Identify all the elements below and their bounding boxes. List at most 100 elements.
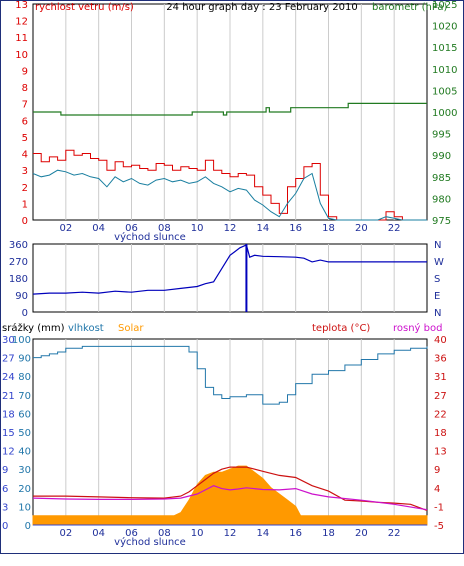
hour-tick-label: 18 (322, 223, 335, 234)
temperature-tick-label: 4 (434, 484, 440, 495)
wind-tick-label: 6 (22, 116, 28, 127)
humidity-tick-label: 20 (18, 484, 31, 495)
compass-label: N (434, 240, 441, 251)
temperature-tick-label: -1 (434, 502, 444, 513)
hour-tick-label: 06 (125, 528, 138, 539)
rain-tick-label: 24 (2, 372, 15, 383)
wind-tick-label: 3 (22, 166, 28, 177)
chart-title: 24 hour graph day : 23 February 2010 (166, 2, 357, 13)
hour-tick-label: 22 (388, 528, 401, 539)
hour-tick-label: 14 (256, 223, 269, 234)
wind-tick-label: 11 (15, 33, 28, 44)
pressure-tick-label: 980 (432, 194, 451, 205)
direction-series (32, 244, 427, 312)
compass-label: W (434, 257, 444, 268)
temperature-tick-label: 22 (434, 409, 447, 420)
rain-tick-label: 0 (2, 521, 8, 532)
hour-tick-label: 16 (289, 223, 302, 234)
temperature-tick-label: 40 (434, 335, 447, 346)
pressure-tick-label: 975 (432, 216, 451, 227)
legend-dewpoint: rosný bod (393, 322, 442, 334)
temperature-tick-label: 9 (434, 465, 440, 476)
wind-gust-line (33, 149, 427, 221)
hour-tick-label: 10 (191, 223, 204, 234)
wind-tick-label: 10 (15, 50, 28, 61)
temperature-tick-label: -5 (434, 521, 444, 532)
wind-axis-label: rychlost vetru (m/s) (35, 2, 134, 13)
temperature-tick-label: 36 (434, 354, 447, 365)
wind-tick-label: 7 (22, 100, 28, 111)
legend-solar: Solar (118, 323, 144, 334)
wind-tick-label: 5 (22, 133, 28, 144)
wind-x-axis: 02 04 06 08 10 12 14 16 18 20 22 (59, 223, 400, 234)
pressure-tick-label: 1020 (432, 22, 457, 33)
hour-tick-label: 10 (191, 528, 204, 539)
wind-series (32, 102, 427, 221)
hour-tick-label: 08 (158, 223, 171, 234)
humidity-tick-label: 80 (18, 372, 31, 383)
hour-tick-label: 02 (59, 223, 72, 234)
temperature-tick-label: 18 (434, 428, 447, 439)
rain-tick-label: 21 (2, 391, 15, 402)
pressure-tick-label: 985 (432, 173, 451, 184)
legend-temperature: teplota (°C) (312, 323, 370, 334)
pressure-tick-label: 990 (432, 151, 451, 162)
pressure-right-axis: 1025 1020 1015 1010 1005 1000 995 990 985 980 975 (432, 0, 457, 227)
temperature-right-axis: 40 36 31 27 22 18 13 9 4 -1 -5 (434, 335, 447, 532)
compass-label: S (434, 274, 440, 285)
pressure-tick-label: 1015 (432, 43, 457, 54)
hour-tick-label: 16 (289, 528, 302, 539)
hour-tick-label: 08 (158, 528, 171, 539)
rain-tick-label: 18 (2, 409, 15, 420)
sunrise-label-bottom: východ slunce (114, 536, 186, 548)
rain-tick-label: 9 (2, 465, 8, 476)
temperature-tick-label: 13 (434, 447, 447, 458)
climate-x-axis: 02 04 06 08 10 12 14 16 18 20 22 (59, 528, 400, 539)
humidity-line (33, 345, 428, 405)
pressure-tick-label: 1025 (432, 0, 457, 11)
sunrise-label: východ slunce (114, 231, 186, 243)
temperature-tick-label: 27 (434, 391, 447, 402)
hour-tick-label: 14 (256, 528, 269, 539)
rain-tick-label: 3 (2, 502, 8, 513)
temperature-line (33, 466, 428, 512)
climate-grid (65, 339, 395, 525)
wind-tick-label: 4 (22, 150, 28, 161)
humidity-tick-label: 30 (18, 465, 31, 476)
hour-tick-label: 22 (388, 223, 401, 234)
pressure-tick-label: 1005 (432, 86, 457, 97)
wind-tick-label: 12 (15, 17, 28, 28)
hour-tick-label: 04 (92, 528, 105, 539)
hour-tick-label: 06 (125, 223, 138, 234)
rain-tick-label: 15 (2, 428, 15, 439)
hour-tick-label: 18 (322, 528, 335, 539)
compass-label: N (434, 308, 441, 319)
rain-tick-label: 27 (2, 354, 15, 365)
humidity-tick-label: 10 (18, 502, 31, 513)
rain-tick-label: 6 (2, 484, 8, 495)
humidity-tick-label: 60 (18, 409, 31, 420)
humidity-tick-label: 0 (25, 521, 31, 532)
humidity-tick-label: 100 (12, 335, 31, 346)
temperature-tick-label: 31 (434, 372, 447, 383)
direction-tick-label: 0 (22, 308, 28, 319)
dewpoint-line (32, 485, 428, 511)
humidity-tick-label: 40 (18, 447, 31, 458)
wind-tick-label: 9 (22, 66, 28, 77)
wind-tick-label: 8 (22, 83, 28, 94)
rain-tick-label: 12 (2, 447, 15, 458)
hour-tick-label: 12 (224, 528, 237, 539)
hour-tick-label: 20 (355, 223, 368, 234)
legend-rain: srážky (mm) (2, 322, 65, 334)
rain-tick-label: 30 (2, 335, 15, 346)
solar-area (32, 465, 428, 526)
direction-tick-label: 360 (9, 240, 28, 251)
direction-tick-label: 270 (9, 257, 28, 268)
hour-tick-label: 12 (224, 223, 237, 234)
